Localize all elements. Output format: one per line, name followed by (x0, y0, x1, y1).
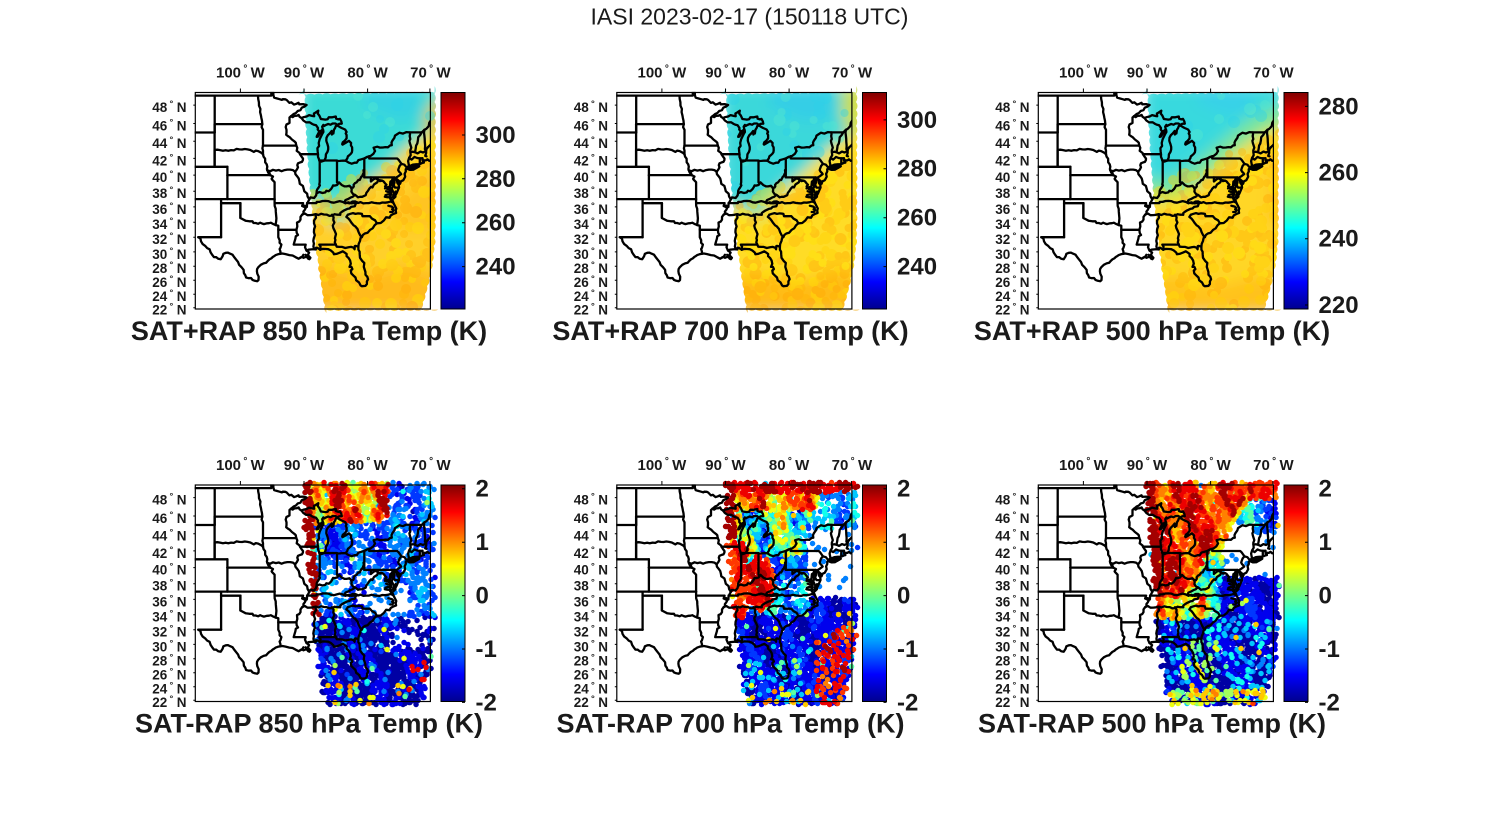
svg-text:1: 1 (1319, 529, 1332, 556)
svg-text:-1: -1 (897, 636, 918, 663)
svg-text:280: 280 (1319, 93, 1359, 120)
svg-text:240: 240 (1319, 226, 1359, 253)
svg-text:SAT-RAP 500 hPa Temp (K): SAT-RAP 500 hPa Temp (K) (978, 709, 1326, 739)
svg-text:220: 220 (1319, 292, 1359, 319)
svg-text:240: 240 (897, 254, 937, 281)
svg-text:260: 260 (476, 210, 516, 237)
svg-text:0: 0 (476, 583, 489, 610)
svg-text:SAT+RAP 500 hPa Temp (K): SAT+RAP 500 hPa Temp (K) (974, 316, 1330, 346)
svg-text:0: 0 (1319, 583, 1332, 610)
svg-text:SAT-RAP 850 hPa Temp (K): SAT-RAP 850 hPa Temp (K) (135, 709, 483, 739)
svg-text:IASI 2023-02-17 (150118 UTC): IASI 2023-02-17 (150118 UTC) (591, 4, 909, 30)
svg-text:1: 1 (476, 529, 489, 556)
svg-text:SAT-RAP 700 hPa Temp (K): SAT-RAP 700 hPa Temp (K) (556, 709, 904, 739)
svg-text:SAT+RAP 850 hPa Temp (K): SAT+RAP 850 hPa Temp (K) (131, 316, 487, 346)
svg-text:2: 2 (476, 476, 489, 503)
svg-text:280: 280 (897, 156, 937, 183)
svg-text:-2: -2 (476, 689, 497, 716)
svg-text:2: 2 (897, 476, 910, 503)
svg-text:-1: -1 (476, 636, 497, 663)
svg-text:-2: -2 (1319, 689, 1340, 716)
svg-text:260: 260 (897, 205, 937, 232)
svg-text:280: 280 (476, 166, 516, 193)
svg-text:2: 2 (1319, 476, 1332, 503)
svg-text:300: 300 (897, 107, 937, 134)
svg-text:300: 300 (476, 122, 516, 149)
svg-text:260: 260 (1319, 160, 1359, 187)
svg-text:0: 0 (897, 583, 910, 610)
svg-text:-2: -2 (897, 689, 918, 716)
svg-text:-1: -1 (1319, 636, 1340, 663)
svg-text:SAT+RAP 700 hPa Temp (K): SAT+RAP 700 hPa Temp (K) (552, 316, 908, 346)
svg-text:240: 240 (476, 253, 516, 280)
svg-text:1: 1 (897, 529, 910, 556)
